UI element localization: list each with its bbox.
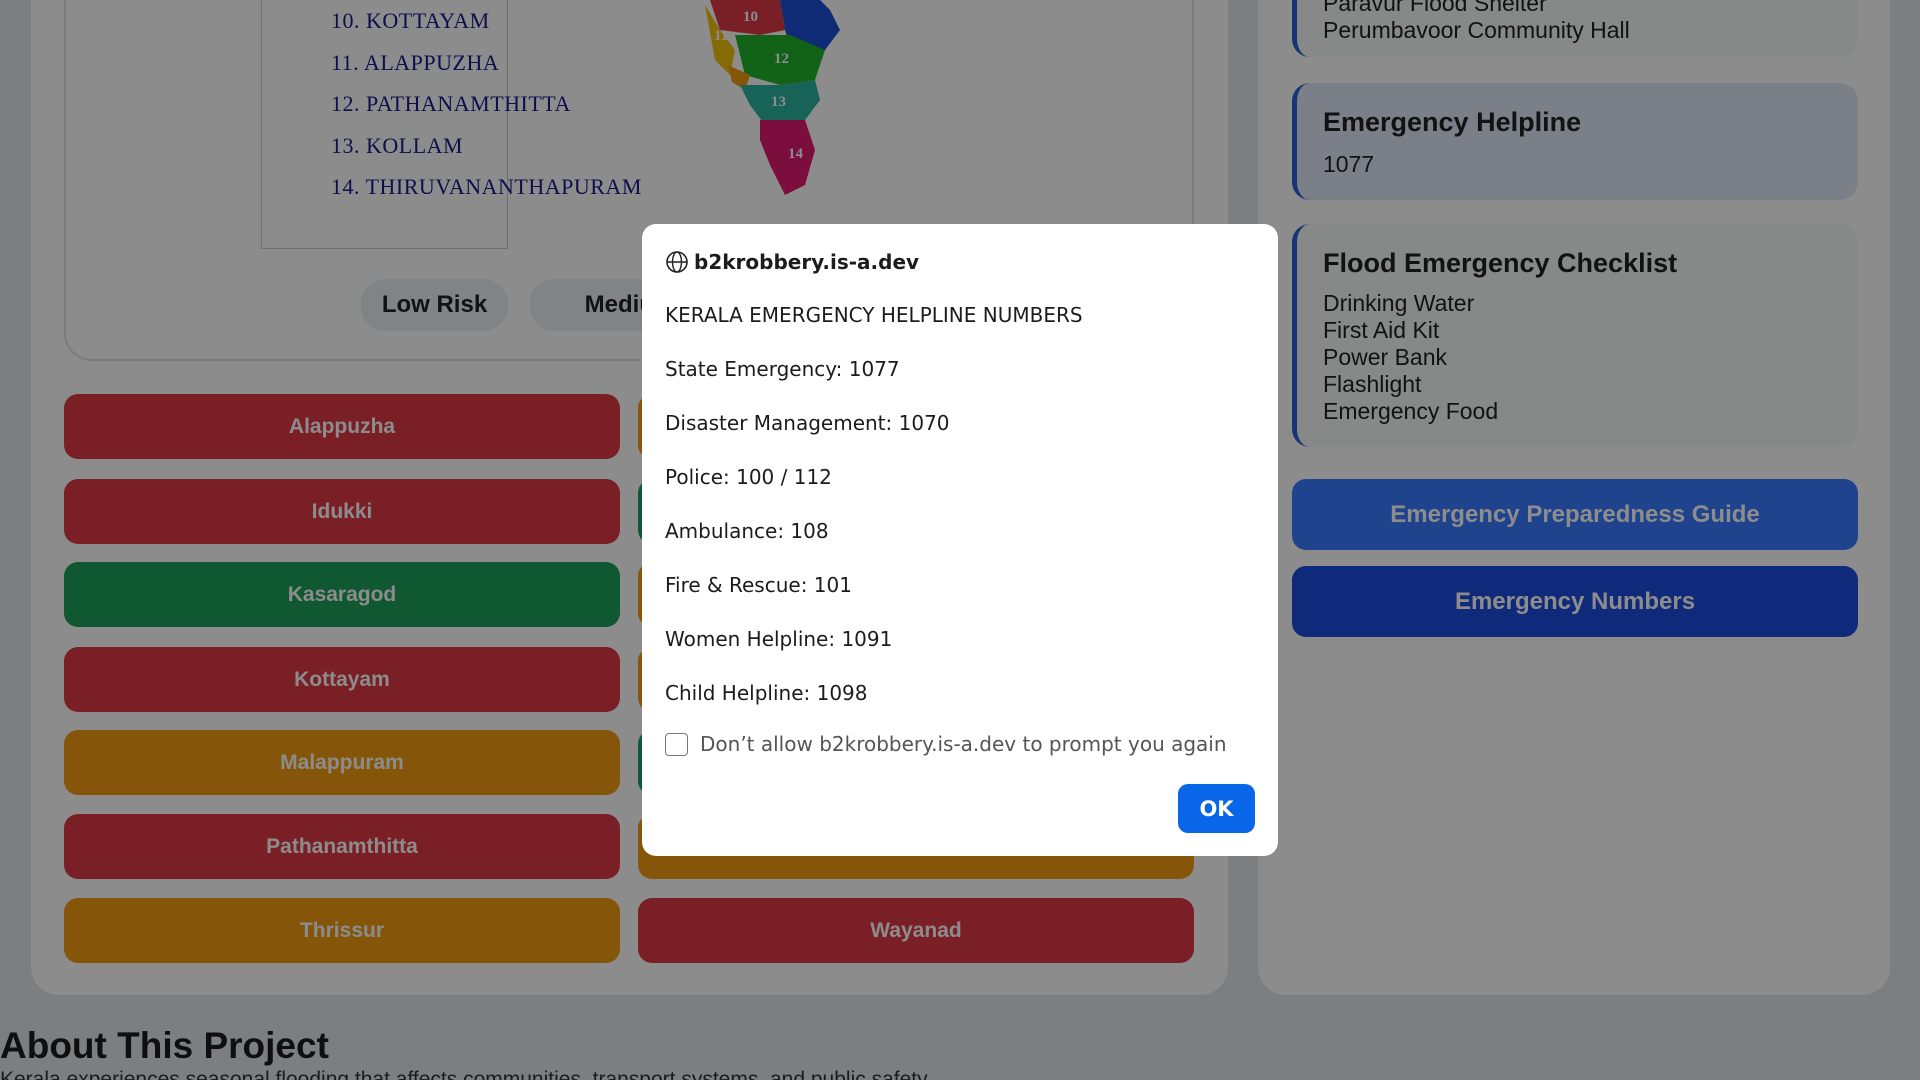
helpline-number: 1077 [1323,151,1375,177]
checklist-item: First Aid Kit [1323,317,1440,343]
card-title: Flood Emergency Checklist [1323,248,1678,278]
map-region-label: 12 [774,51,789,67]
map-list-item: 13. KOLLAM [331,132,464,158]
district-button[interactable]: Wayanad [638,898,1194,963]
about-title: About This Project [0,1025,329,1066]
dialog-line: Women Helpline: 1091 [665,627,893,651]
numbers-button[interactable]: Emergency Numbers [1292,566,1858,637]
district-button[interactable]: Kasaragod [64,562,620,627]
dialog-host: b2krobbery.is-a.dev [694,250,920,274]
guide-button[interactable]: Emergency Preparedness Guide [1292,479,1858,550]
kerala-map [705,0,840,195]
checkbox-label: Don’t allow b2krobbery.is-a.dev to promp… [700,732,1227,756]
dialog-line: Ambulance: 108 [665,519,829,543]
map-region-label: 14 [788,146,803,162]
dialog-line: Police: 100 / 112 [665,465,832,489]
checkbox[interactable] [665,733,688,756]
region [728,65,750,90]
globe-icon [666,251,688,273]
region [735,35,825,85]
region [760,120,815,195]
shelter-item: Paravur Flood Shelter [1323,0,1547,16]
district-button[interactable]: Thrissur [64,898,620,963]
ok-button[interactable]: OK [1178,784,1255,833]
shelter-item: Perumbavoor Community Hall [1323,17,1630,43]
alert-dialog: b2krobbery.is-a.dev KERALA EMERGENCY HEL… [642,224,1278,856]
checklist-item: Emergency Food [1323,398,1499,424]
map-list-item: 14. THIRUVANANTHAPURAM [331,174,642,199]
checklist-card: Flood Emergency Checklist Drinking Water… [1292,224,1858,447]
map-region-label: 11 [714,28,729,44]
dialog-line: Fire & Rescue: 101 [665,573,852,597]
card-title: Emergency Helpline [1323,107,1582,137]
map-list-item: 10. KOTTAYAM [331,8,490,33]
region [740,80,820,125]
map-region-label: 13 [771,94,786,110]
region [705,5,735,75]
map-legend-box [261,0,508,249]
checklist-item: Flashlight [1323,371,1422,397]
dialog-line: Child Helpline: 1098 [665,681,868,705]
district-button[interactable]: Kottayam [64,647,620,712]
district-button[interactable]: Alappuzha [64,394,620,459]
legend-pill: Low Risk [361,279,508,331]
checklist: Drinking Water First Aid Kit Power Bank Fla… [1323,290,1498,425]
district-button[interactable]: Pathanamthitta [64,814,620,879]
map-list-item: 12. PATHANAMTHITTA [331,91,571,116]
about-text: Kerala experiences seasonal flooding tha… [0,1068,932,1080]
helpline-card: Emergency Helpline 1077 [1292,83,1858,200]
dialog-line: State Emergency: 1077 [665,357,900,381]
shelter-list: Paravur Flood Shelter Perumbavoor Communi… [1323,0,1630,44]
dialog-line: KERALA EMERGENCY HELPLINE NUMBERS [665,303,1083,327]
map-list-item: 11. ALAPPUZHA [331,49,500,75]
district-button[interactable]: Malappuram [64,730,620,795]
region [710,0,785,35]
checklist-item: Drinking Water [1323,290,1475,316]
checklist-item: Power Bank [1323,344,1448,370]
shelter-card: Paravur Flood Shelter Perumbavoor Communi… [1292,0,1858,57]
district-button[interactable]: Idukki [64,479,620,544]
map-region-label: 10 [743,9,758,25]
dialog-line: Disaster Management: 1070 [665,411,950,435]
